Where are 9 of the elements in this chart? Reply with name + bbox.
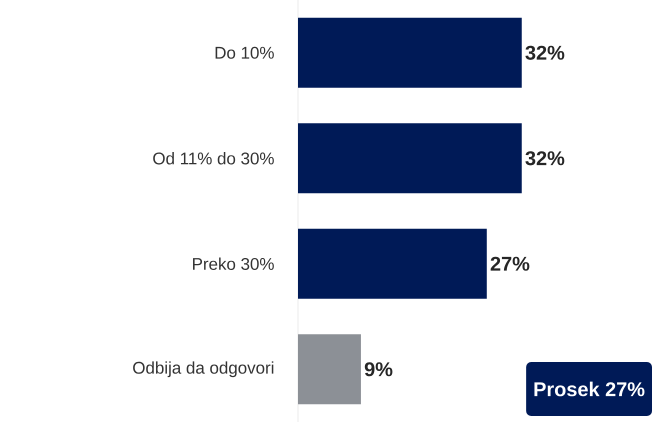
data-label: 32% bbox=[525, 151, 564, 166]
y-tick-label: Preko 30% bbox=[193, 258, 274, 270]
data-label: 9% bbox=[364, 362, 392, 376]
y-tick-label: Do 10% bbox=[216, 46, 274, 59]
data-label: 27% bbox=[490, 256, 530, 271]
data-label: 32% bbox=[525, 46, 564, 60]
y-tick-label: Od 11% do 30% bbox=[153, 152, 274, 164]
y-tick-label: Odbija da odgovori bbox=[133, 361, 274, 378]
text: Prosek 27% bbox=[534, 382, 644, 396]
